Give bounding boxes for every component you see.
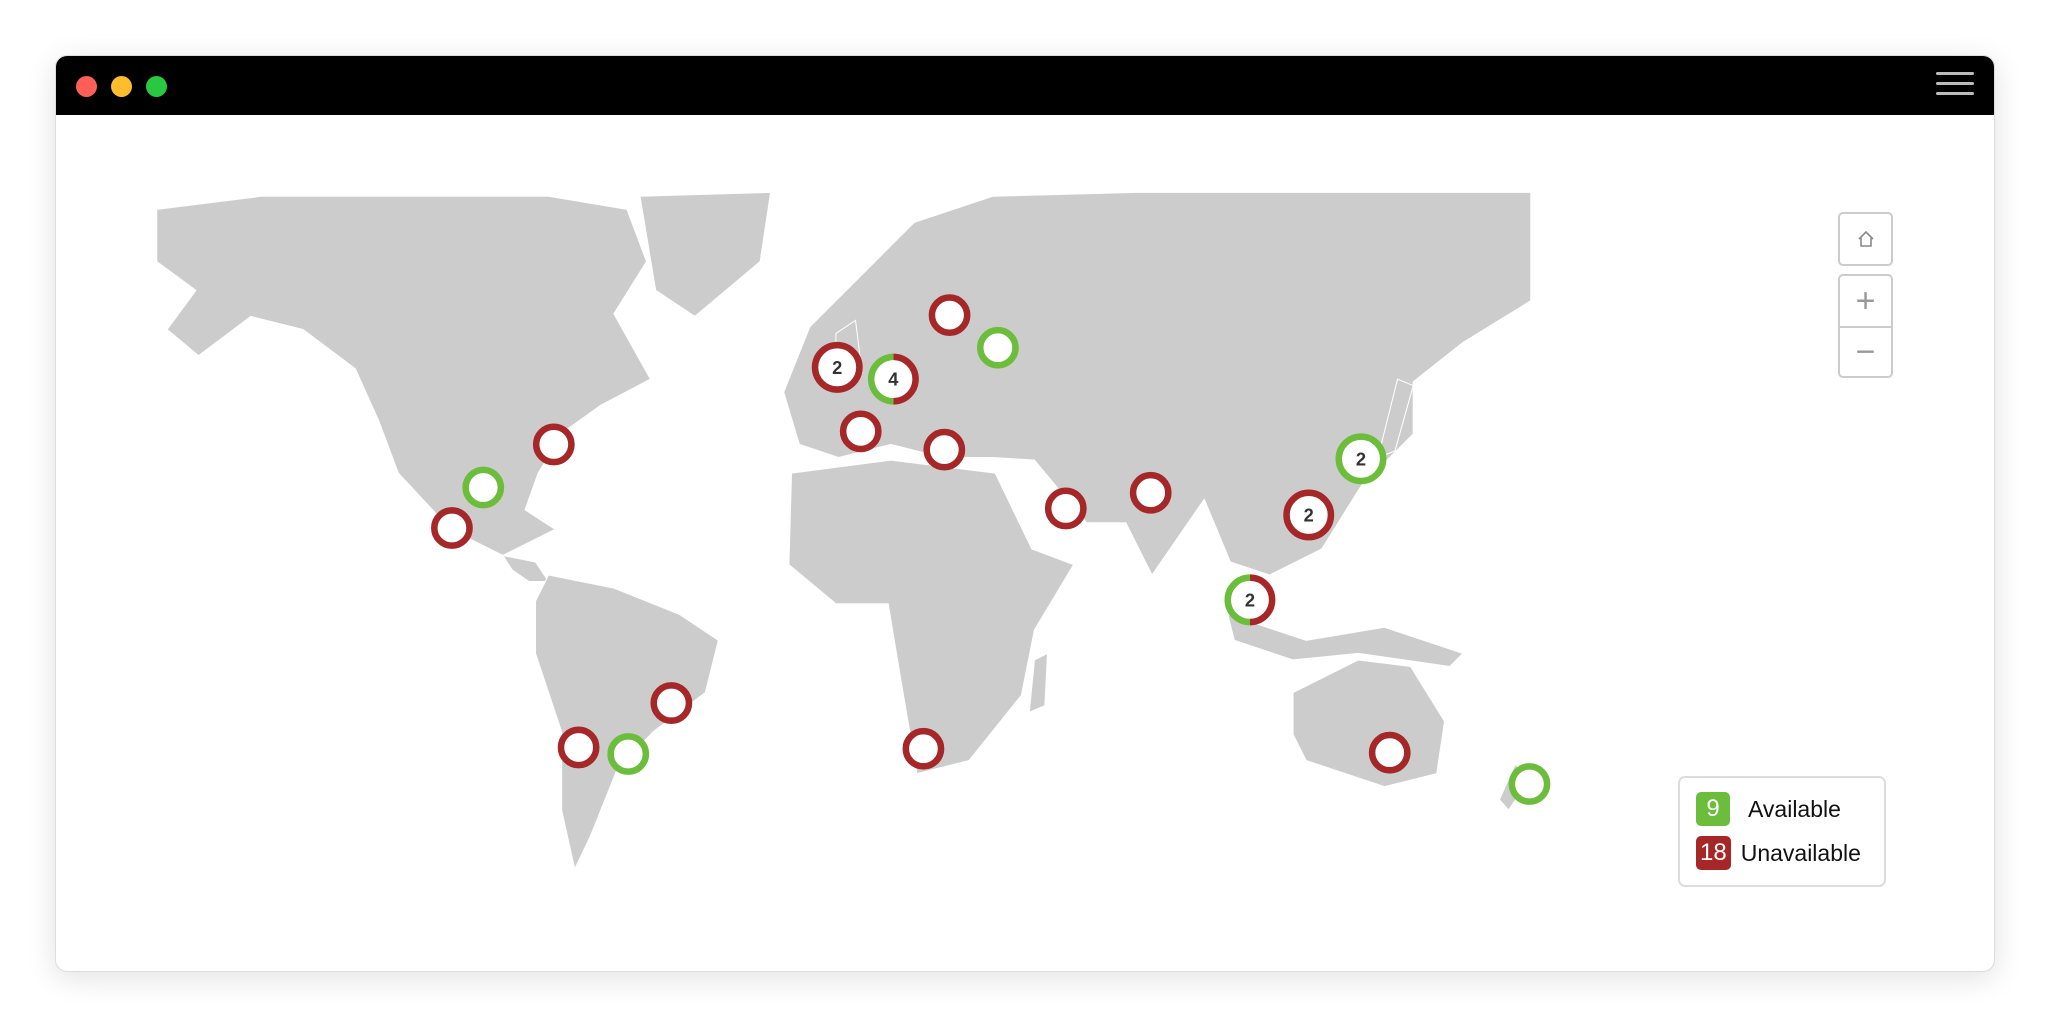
south-america xyxy=(534,574,719,871)
title-bar xyxy=(56,56,1994,115)
marker-australia[interactable] xyxy=(1368,731,1411,774)
unavailable-label: Unavailable xyxy=(1740,839,1861,866)
marker-argentina[interactable] xyxy=(607,733,650,775)
marker-ring xyxy=(811,341,863,393)
marker-ring xyxy=(1129,471,1172,514)
japan xyxy=(1377,378,1414,459)
marker-ring xyxy=(1508,763,1551,805)
unavailable-arc xyxy=(893,353,919,405)
marker-ring xyxy=(607,733,650,775)
marker-count: 2 xyxy=(1245,589,1255,610)
marker-hong-kong[interactable]: 2 xyxy=(1283,489,1335,541)
marker-new-zealand[interactable] xyxy=(1508,763,1551,805)
marker-ring xyxy=(928,294,971,337)
marker-eastern-mediterranean[interactable] xyxy=(923,428,966,471)
marker-ring xyxy=(650,682,693,724)
available-arc xyxy=(1224,574,1251,626)
marker-ring xyxy=(1283,489,1335,541)
available-count: 9 xyxy=(1696,792,1730,826)
marker-scandinavia[interactable] xyxy=(928,294,971,337)
marker-us-east[interactable] xyxy=(532,423,575,466)
marker-ring xyxy=(532,423,575,466)
marker-count: 2 xyxy=(1304,504,1314,525)
marker-ring xyxy=(1335,433,1387,485)
home-button[interactable] xyxy=(1838,212,1893,266)
marker-singapore[interactable]: 2 xyxy=(1224,574,1276,626)
marker-ring xyxy=(923,428,966,471)
marker-south-africa[interactable] xyxy=(902,727,945,770)
marker-japan[interactable]: 2 xyxy=(1335,433,1387,485)
unavailable-arc xyxy=(1249,574,1276,626)
greenland xyxy=(639,191,772,318)
marker-eastern-europe[interactable] xyxy=(976,326,1019,369)
available-arc xyxy=(867,353,894,405)
marker-count: 2 xyxy=(832,357,842,378)
zoom-out-button[interactable]: − xyxy=(1855,332,1876,371)
marker-spain[interactable] xyxy=(839,410,882,453)
marker-central-europe[interactable]: 4 xyxy=(867,353,919,405)
zoom-controls: + − xyxy=(1838,274,1893,378)
marker-chile[interactable] xyxy=(557,726,600,769)
marker-ring xyxy=(557,726,600,769)
madagascar xyxy=(1028,652,1049,714)
marker-us-south[interactable] xyxy=(462,466,505,509)
available-label: Available xyxy=(1748,795,1841,822)
australia xyxy=(1292,659,1446,788)
hamburger-icon[interactable] xyxy=(1936,72,1974,100)
central-america xyxy=(501,554,550,583)
close-button[interactable] xyxy=(76,76,97,97)
marker-brazil[interactable] xyxy=(650,682,693,724)
marker-ring xyxy=(431,507,473,549)
marker-count: 4 xyxy=(888,369,899,390)
markers-layer: 2 4 2 2 2 xyxy=(431,294,1551,805)
zoom-in-button[interactable]: + xyxy=(1840,276,1891,328)
marker-ring xyxy=(1368,731,1411,774)
minimize-button[interactable] xyxy=(111,76,132,97)
marker-count: 2 xyxy=(1356,448,1366,469)
indonesia xyxy=(1227,613,1464,668)
legend: 9 Available 18 Unavailable xyxy=(1678,776,1886,887)
marker-ring xyxy=(902,727,945,770)
marker-ring xyxy=(1227,577,1273,623)
unavailable-count: 18 xyxy=(1696,836,1731,870)
marker-india[interactable] xyxy=(1129,471,1172,514)
north-america xyxy=(156,195,652,557)
marker-ring xyxy=(871,356,916,402)
legend-unavailable[interactable]: 18 Unavailable xyxy=(1696,836,1861,870)
legend-available[interactable]: 9 Available xyxy=(1696,792,1841,826)
marker-uk[interactable]: 2 xyxy=(811,341,863,393)
maximize-button[interactable] xyxy=(146,76,167,97)
marker-ring xyxy=(976,326,1019,369)
marker-middle-east[interactable] xyxy=(1044,487,1087,530)
marker-mexico[interactable] xyxy=(431,507,473,549)
marker-ring xyxy=(839,410,882,453)
home-icon xyxy=(1857,230,1874,247)
marker-ring xyxy=(1044,487,1087,530)
africa xyxy=(788,459,1075,775)
marker-ring xyxy=(462,466,505,509)
